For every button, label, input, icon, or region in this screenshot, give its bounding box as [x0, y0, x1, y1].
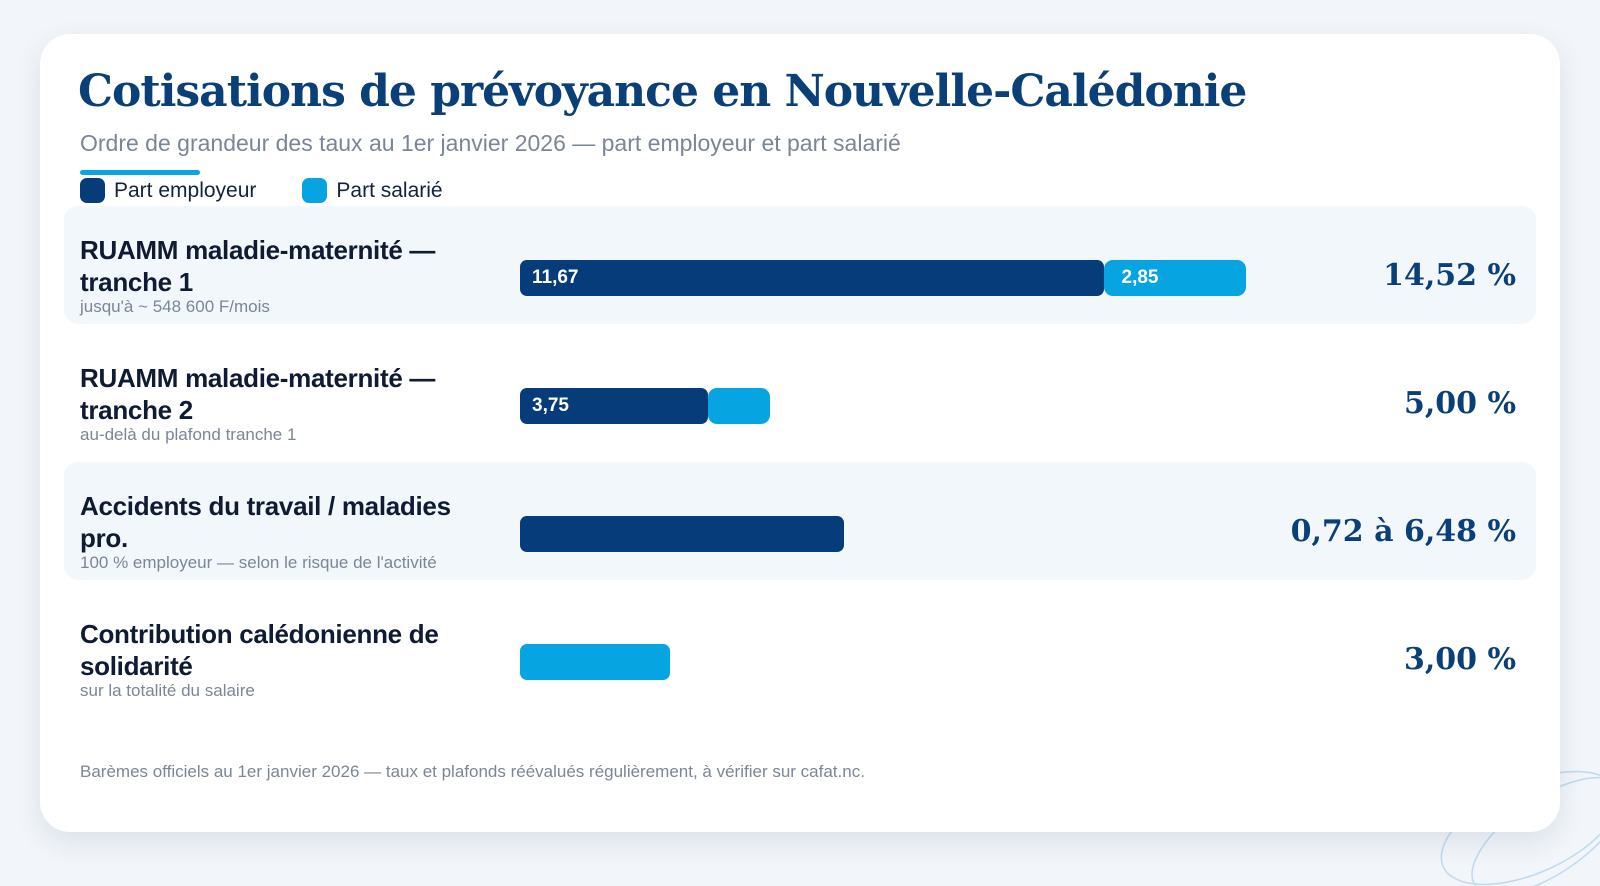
row-label: RUAMM maladie-maternité — tranche 2	[80, 363, 436, 425]
bar-segment-employer: 3,75	[520, 388, 708, 424]
chart-card	[40, 34, 1560, 832]
row-note: sur la totalité du salaire	[80, 681, 255, 700]
title-accent-line	[80, 170, 200, 175]
legend-label-employer: Part employeur	[114, 178, 257, 202]
chart-row-accidents-travail: Accidents du travail / maladies pro. 100…	[64, 462, 1536, 580]
legend: Part employeur Part salarié	[80, 178, 489, 203]
row-note: au-delà du plafond tranche 1	[80, 425, 297, 444]
chart-row-ruamm-tranche-1: RUAMM maladie-maternité — tranche 1 jusq…	[64, 206, 1536, 324]
row-label: RUAMM maladie-maternité — tranche 1	[80, 235, 436, 297]
legend-label-employee: Part salarié	[336, 178, 443, 202]
chart-title: Cotisations de prévoyance en Nouvelle-Ca…	[78, 66, 1247, 117]
chart-row-contribution-solidarite: Contribution calédonienne de solidarité …	[64, 590, 1536, 708]
bar-track	[520, 644, 1420, 680]
chart-rows: RUAMM maladie-maternité — tranche 1 jusq…	[64, 206, 1536, 718]
bar-track: 3,75	[520, 388, 1420, 424]
legend-swatch-employee	[302, 178, 328, 203]
bar-segment-employer	[520, 516, 844, 552]
bar-segment-employee	[707, 388, 770, 424]
chart-row-ruamm-tranche-2: RUAMM maladie-maternité — tranche 2 au-d…	[64, 334, 1536, 452]
legend-swatch-employer	[80, 178, 105, 203]
row-note: jusqu'à ~ 548 600 F/mois	[80, 297, 270, 316]
footnote: Barèmes officiels au 1er janvier 2026 — …	[80, 762, 865, 781]
bar-track	[520, 516, 1420, 552]
row-total: 14,52 %	[1383, 258, 1516, 293]
bar-segment-employee: 2,85	[1103, 260, 1246, 296]
row-total: 0,72 à 6,48 %	[1290, 514, 1516, 549]
bar-segment-employer: 11,67	[520, 260, 1104, 296]
bar-track: 11,67 2,85	[520, 260, 1420, 296]
bar-segment-employee	[520, 644, 670, 680]
legend-item-employee: Part salarié	[302, 178, 443, 203]
row-note: 100 % employeur — selon le risque de l'a…	[80, 553, 437, 572]
row-total: 5,00 %	[1403, 386, 1516, 421]
row-label: Contribution calédonienne de solidarité	[80, 619, 439, 681]
row-total: 3,00 %	[1403, 642, 1516, 677]
chart-subtitle: Ordre de grandeur des taux au 1er janvie…	[80, 130, 901, 156]
legend-item-employer: Part employeur	[80, 178, 256, 203]
row-label: Accidents du travail / maladies pro.	[80, 491, 451, 553]
